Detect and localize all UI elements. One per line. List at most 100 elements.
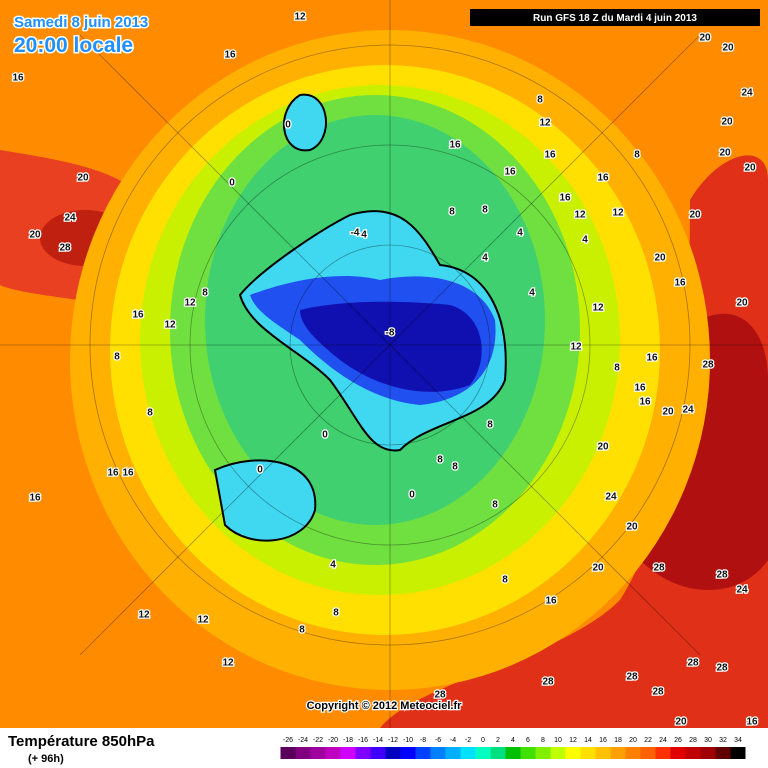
contour-label: 16: [29, 493, 41, 504]
contour-label: 20: [662, 407, 674, 418]
contour-label: 8: [537, 95, 543, 106]
colorbar-label: 2: [496, 737, 500, 744]
contour-label: 28: [702, 360, 714, 371]
contour-label: 8: [202, 288, 208, 299]
warm-region: [380, 155, 768, 728]
contour-label: 8: [487, 420, 493, 431]
colorbar-swatch: [355, 747, 371, 759]
colorbar-label: -24: [298, 737, 308, 744]
contour-label: 8: [333, 608, 339, 619]
colorbar-label: -22: [313, 737, 323, 744]
contour-label: 16: [545, 596, 557, 607]
colorbar-swatch: [325, 747, 341, 759]
legend-title: Température 850hPa: [8, 733, 155, 750]
colorbar-swatch: [370, 747, 386, 759]
contour-label: 8: [492, 500, 498, 511]
colorbar-swatch: [280, 747, 296, 759]
colorbar-swatch: [670, 747, 686, 759]
contour-label: 16: [674, 278, 686, 289]
contour-label: 24: [741, 88, 753, 99]
colorbar-swatch: [595, 747, 611, 759]
colorbar-swatch: [715, 747, 731, 759]
contour-label: 16: [646, 353, 658, 364]
contour-label: 16: [107, 468, 119, 479]
colorbar-label: -16: [358, 737, 368, 744]
colorbar-swatch: [490, 747, 506, 759]
contour-label: 4: [482, 253, 488, 264]
colorbar-label: -12: [388, 737, 398, 744]
colorbar-swatch: [520, 747, 536, 759]
colorbar-label: 4: [511, 737, 515, 744]
colorbar-swatch: [385, 747, 401, 759]
run-info: Run GFS 18 Z du Mardi 4 juin 2013: [533, 13, 697, 24]
colorbar-label: -10: [403, 737, 413, 744]
contour-label: 28: [59, 243, 71, 254]
colorbar-label: 16: [599, 737, 607, 744]
colorbar-label: 22: [644, 737, 652, 744]
contour-label: 12: [592, 303, 604, 314]
colorbar-label: 0: [481, 737, 485, 744]
colorbar-swatch: [460, 747, 476, 759]
contour-label: 0: [229, 178, 235, 189]
colorbar-swatch: [565, 747, 581, 759]
colorbar-swatch: [340, 747, 356, 759]
colorbar-label: -18: [343, 737, 353, 744]
contour-label: 20: [597, 442, 609, 453]
run-box: [470, 9, 760, 26]
contour-label: 20: [699, 33, 711, 44]
contour-label: 16: [504, 167, 516, 178]
colorbar-swatch: [445, 747, 461, 759]
contour-label: 0: [409, 490, 415, 501]
contour-label: 28: [434, 690, 446, 701]
contour-label: 20: [689, 210, 701, 221]
colorbar-swatch: [700, 747, 716, 759]
contour-label: 12: [574, 210, 586, 221]
colorbar-swatch: [505, 747, 521, 759]
contour-label: 0: [322, 430, 328, 441]
contour-label: 20: [744, 163, 756, 174]
contour-label: 4: [361, 230, 367, 241]
colorbar: -26 -24 -22 -20 -18 -16 -14 -12 -10 -8 -6 -4 -2 0 2 4 6 8…: [280, 737, 746, 759]
contour-label: 24: [64, 213, 76, 224]
cold-pool: [213, 459, 317, 542]
contour-label: 8: [482, 205, 488, 216]
contour-label: 20: [719, 148, 731, 159]
contour-label: 28: [687, 658, 699, 669]
colorbar-label: -8: [420, 737, 426, 744]
graticule: [0, 0, 768, 728]
colorbar-label: -4: [450, 737, 456, 744]
colorbar-label: 12: [569, 737, 577, 744]
cold-pool: [283, 93, 327, 152]
colorbar-swatch: [415, 747, 431, 759]
colorbar-label: 18: [614, 737, 622, 744]
colorbar-label: 10: [554, 737, 562, 744]
contour-label: 16: [224, 50, 236, 61]
contour-label: 16: [449, 140, 461, 151]
contour-label: 24: [682, 405, 694, 416]
colorbar-swatch: [475, 747, 491, 759]
contour-label: 12: [294, 12, 306, 23]
contour-label: 8: [449, 207, 455, 218]
colorbar-label: 24: [659, 737, 667, 744]
contour-label: 16: [12, 73, 24, 84]
colorbar-swatch: [310, 747, 326, 759]
colorbar-swatch: [550, 747, 566, 759]
contour-label: 8: [437, 455, 443, 466]
colorbar-label: -6: [435, 737, 441, 744]
contour-label: 16: [639, 397, 651, 408]
contour-label: 8: [502, 575, 508, 586]
contour-label: 20: [592, 563, 604, 574]
cold-core: [300, 301, 482, 392]
contour-label: 12: [539, 118, 551, 129]
contour-label: 28: [716, 663, 728, 674]
contour-label: 8: [634, 150, 640, 161]
colorbar-swatch: [580, 747, 596, 759]
contour-label: 20: [77, 173, 89, 184]
contour-label: 20: [722, 43, 734, 54]
contour-label: 16: [122, 468, 134, 479]
contour-label: 20: [736, 298, 748, 309]
contour-label: 20: [654, 253, 666, 264]
contour-label: 16: [597, 173, 609, 184]
contour-labels: 1216162024202820202420202020201620282420…: [11, 10, 759, 729]
contour-label: 20: [29, 230, 41, 241]
